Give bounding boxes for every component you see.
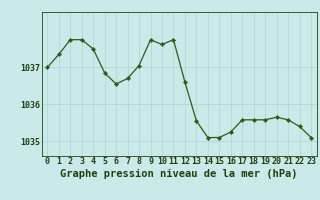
X-axis label: Graphe pression niveau de la mer (hPa): Graphe pression niveau de la mer (hPa) — [60, 169, 298, 179]
